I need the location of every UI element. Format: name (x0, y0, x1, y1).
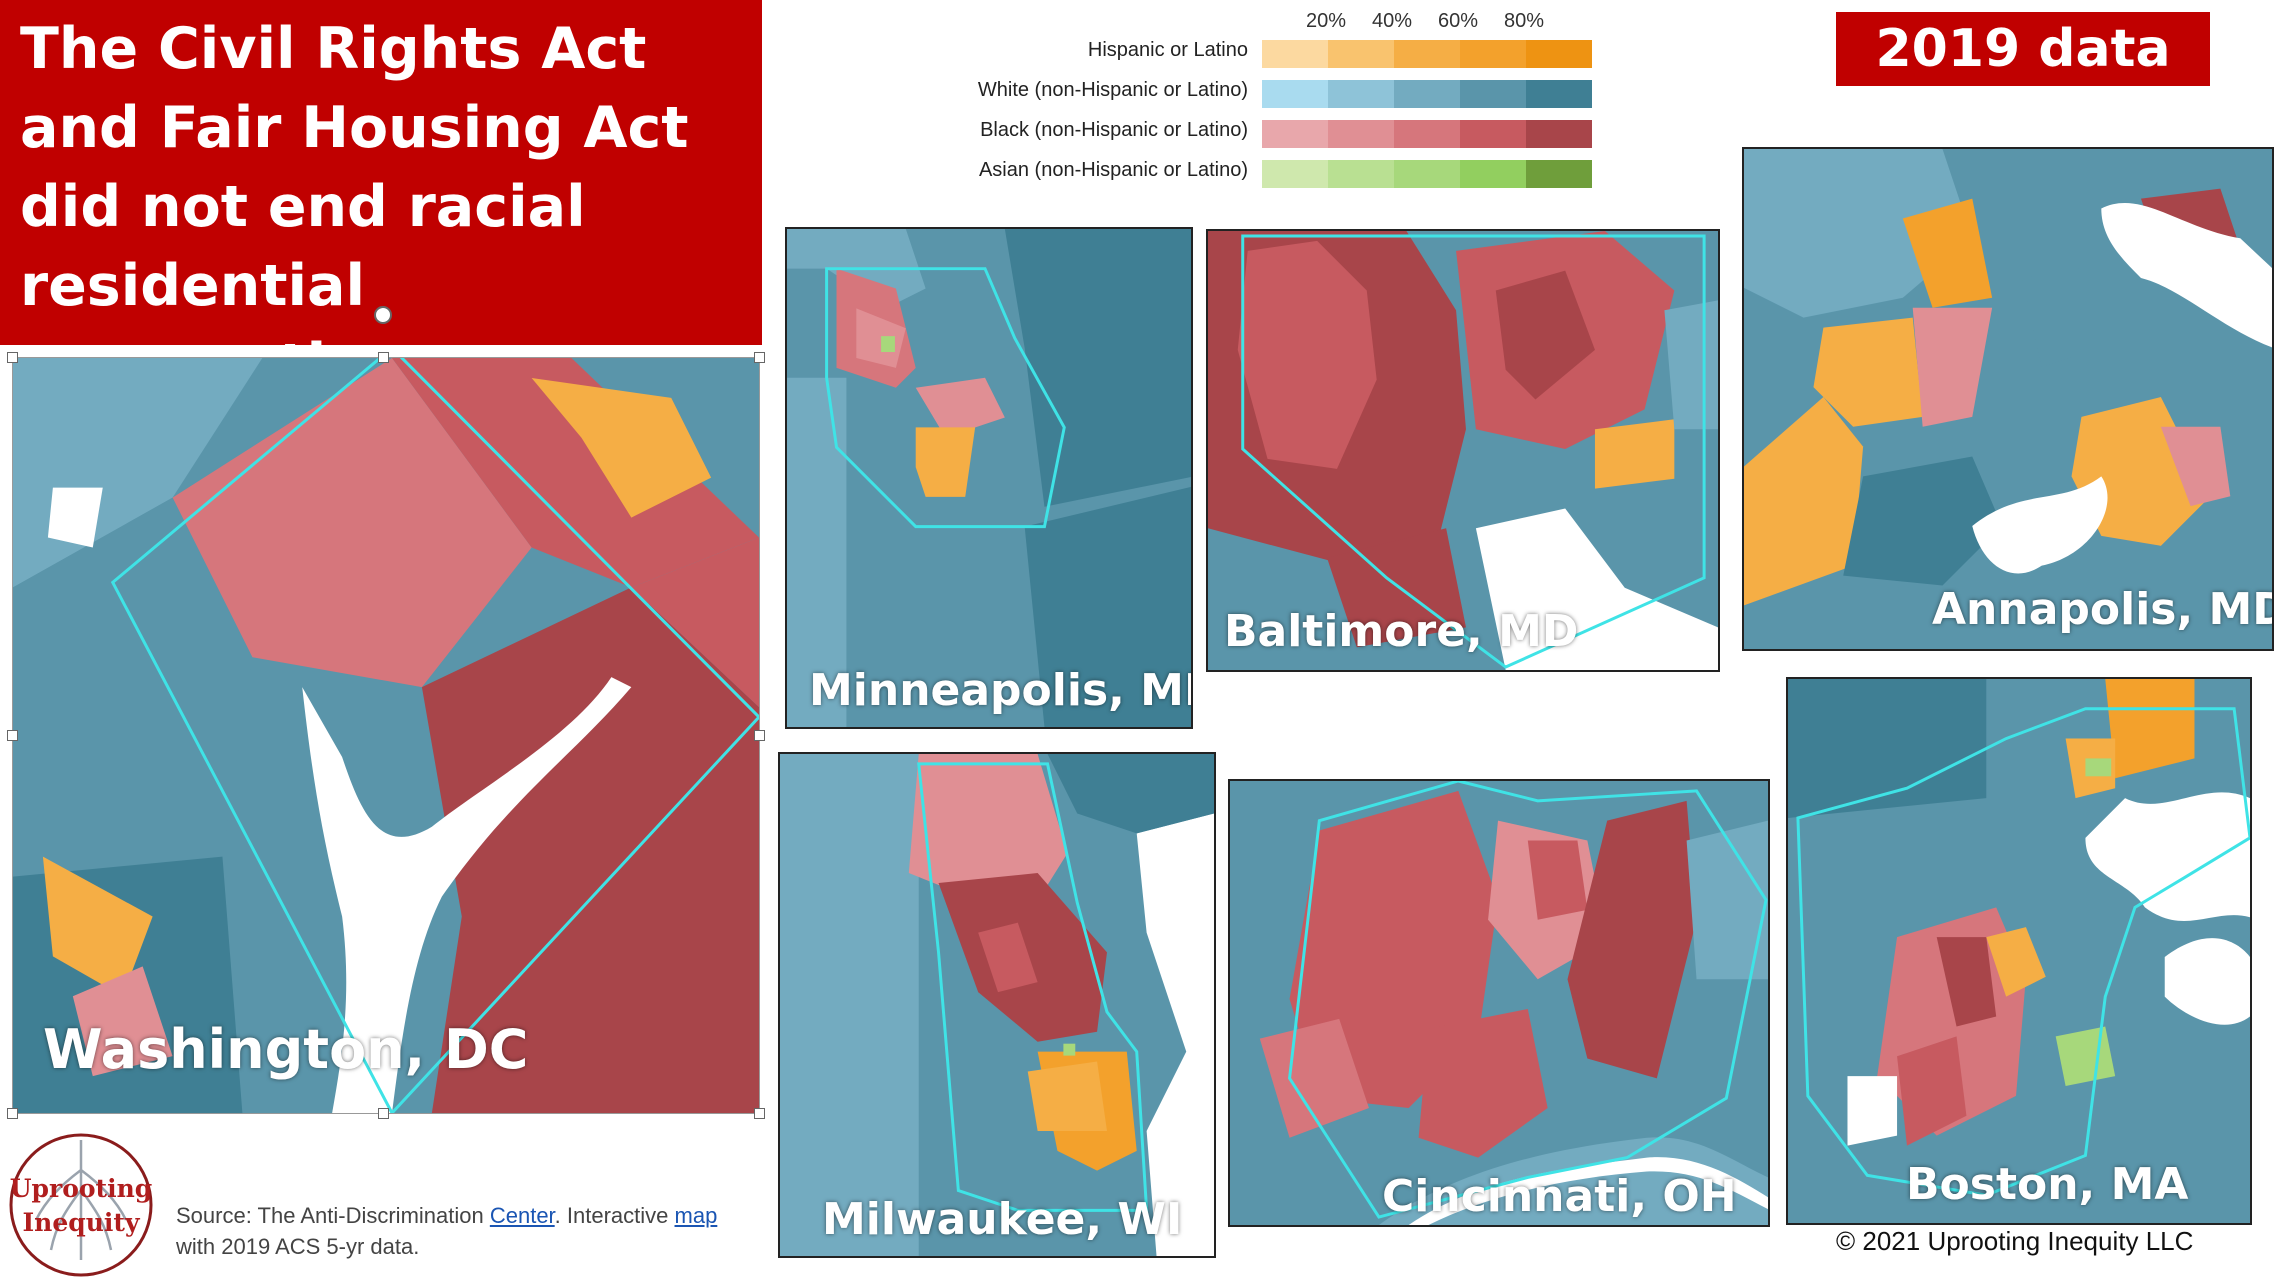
map-label-cincinnati: Cincinnati, OH (1382, 1171, 1737, 1222)
legend-tick-80: 80% (1504, 10, 1545, 32)
map-milwaukee[interactable]: Milwaukee, WI (778, 752, 1216, 1258)
legend-tick-20: 20% (1306, 10, 1347, 32)
legend-swatch (1460, 40, 1526, 68)
map-label-annapolis: Annapolis, MD (1932, 584, 2274, 635)
source-prefix: Source: The Anti-Discrimination (176, 1203, 490, 1228)
legend-label-asian: Asian (non-Hispanic or Latino) (978, 159, 1248, 181)
uprooting-inequity-logo: Uprooting Inequity (6, 1130, 156, 1280)
selection-handle[interactable] (7, 730, 18, 741)
source-line2: with 2019 ACS 5-yr data. (176, 1234, 420, 1259)
legend-swatch (1328, 160, 1394, 188)
map-cincinnati[interactable]: Cincinnati, OH (1228, 779, 1770, 1227)
selection-handle[interactable] (378, 1108, 389, 1119)
center-link[interactable]: Center (489, 1203, 555, 1228)
map-annapolis[interactable]: Annapolis, MD (1742, 147, 2274, 651)
source-note: Source: The Anti-Discrimination Center. … (176, 1200, 717, 1262)
map-washington[interactable]: Washington, DC (12, 357, 760, 1114)
map-boston[interactable]: Boston, MA (1786, 677, 2252, 1225)
legend-swatch (1394, 80, 1460, 108)
legend-bar-hispanic (1262, 40, 1592, 68)
rotate-handle-icon[interactable] (374, 306, 392, 324)
selection-handle[interactable] (378, 352, 389, 363)
legend-swatch (1526, 80, 1592, 108)
title-banner: The Civil Rights Act and Fair Housing Ac… (0, 0, 762, 398)
map-label-milwaukee: Milwaukee, WI (822, 1194, 1183, 1245)
map-label-minneapolis: Minneapolis, MN (809, 665, 1193, 716)
map-link[interactable]: map (674, 1203, 718, 1228)
selection-handle[interactable] (754, 730, 765, 741)
map-label-baltimore: Baltimore, MD (1224, 606, 1579, 657)
legend-swatch (1526, 120, 1592, 148)
legend-label-black: Black (non-Hispanic or Latino) (980, 119, 1248, 141)
legend-swatch (1262, 40, 1328, 68)
legend-swatch (1328, 40, 1394, 68)
legend-bar-black (1262, 120, 1592, 148)
legend-swatch (1262, 160, 1328, 188)
selection-handle[interactable] (754, 352, 765, 363)
legend-swatch (1526, 160, 1592, 188)
legend-label-white: White (non-Hispanic or Latino) (977, 79, 1248, 101)
legend-swatch (1460, 80, 1526, 108)
legend-swatch (1526, 40, 1592, 68)
legend-swatch (1262, 120, 1328, 148)
slide-title: The Civil Rights Act and Fair Housing Ac… (20, 16, 689, 398)
legend-swatch (1262, 80, 1328, 108)
logo-text-line2: Inequity (22, 1208, 140, 1237)
copyright: © 2021 Uprooting Inequity LLC (1836, 1226, 2194, 1256)
map-minneapolis[interactable]: Minneapolis, MN (785, 227, 1193, 729)
legend-bar-asian (1262, 160, 1592, 188)
legend-swatch (1328, 120, 1394, 148)
year-badge: 2019 data (1836, 12, 2210, 86)
legend-swatch (1394, 160, 1460, 188)
legend-swatch (1328, 80, 1394, 108)
logo-text-line1: Uprooting (9, 1174, 153, 1203)
legend-swatch (1394, 120, 1460, 148)
selection-handle[interactable] (7, 352, 18, 363)
selection-handle[interactable] (7, 1108, 18, 1119)
map-label-boston: Boston, MA (1906, 1159, 2189, 1210)
source-middle: . Interactive (554, 1203, 675, 1228)
map-label-washington: Washington, DC (43, 1018, 529, 1081)
legend-label-hispanic: Hispanic or Latino (1087, 39, 1248, 61)
legend-tick-40: 40% (1372, 10, 1413, 32)
legend-swatch (1460, 120, 1526, 148)
legend-tick-60: 60% (1438, 10, 1479, 32)
selection-handle[interactable] (754, 1108, 765, 1119)
legend-swatch (1394, 40, 1460, 68)
map-baltimore[interactable]: Baltimore, MD (1206, 229, 1720, 672)
legend-swatch (1460, 160, 1526, 188)
legend-bar-white (1262, 80, 1592, 108)
